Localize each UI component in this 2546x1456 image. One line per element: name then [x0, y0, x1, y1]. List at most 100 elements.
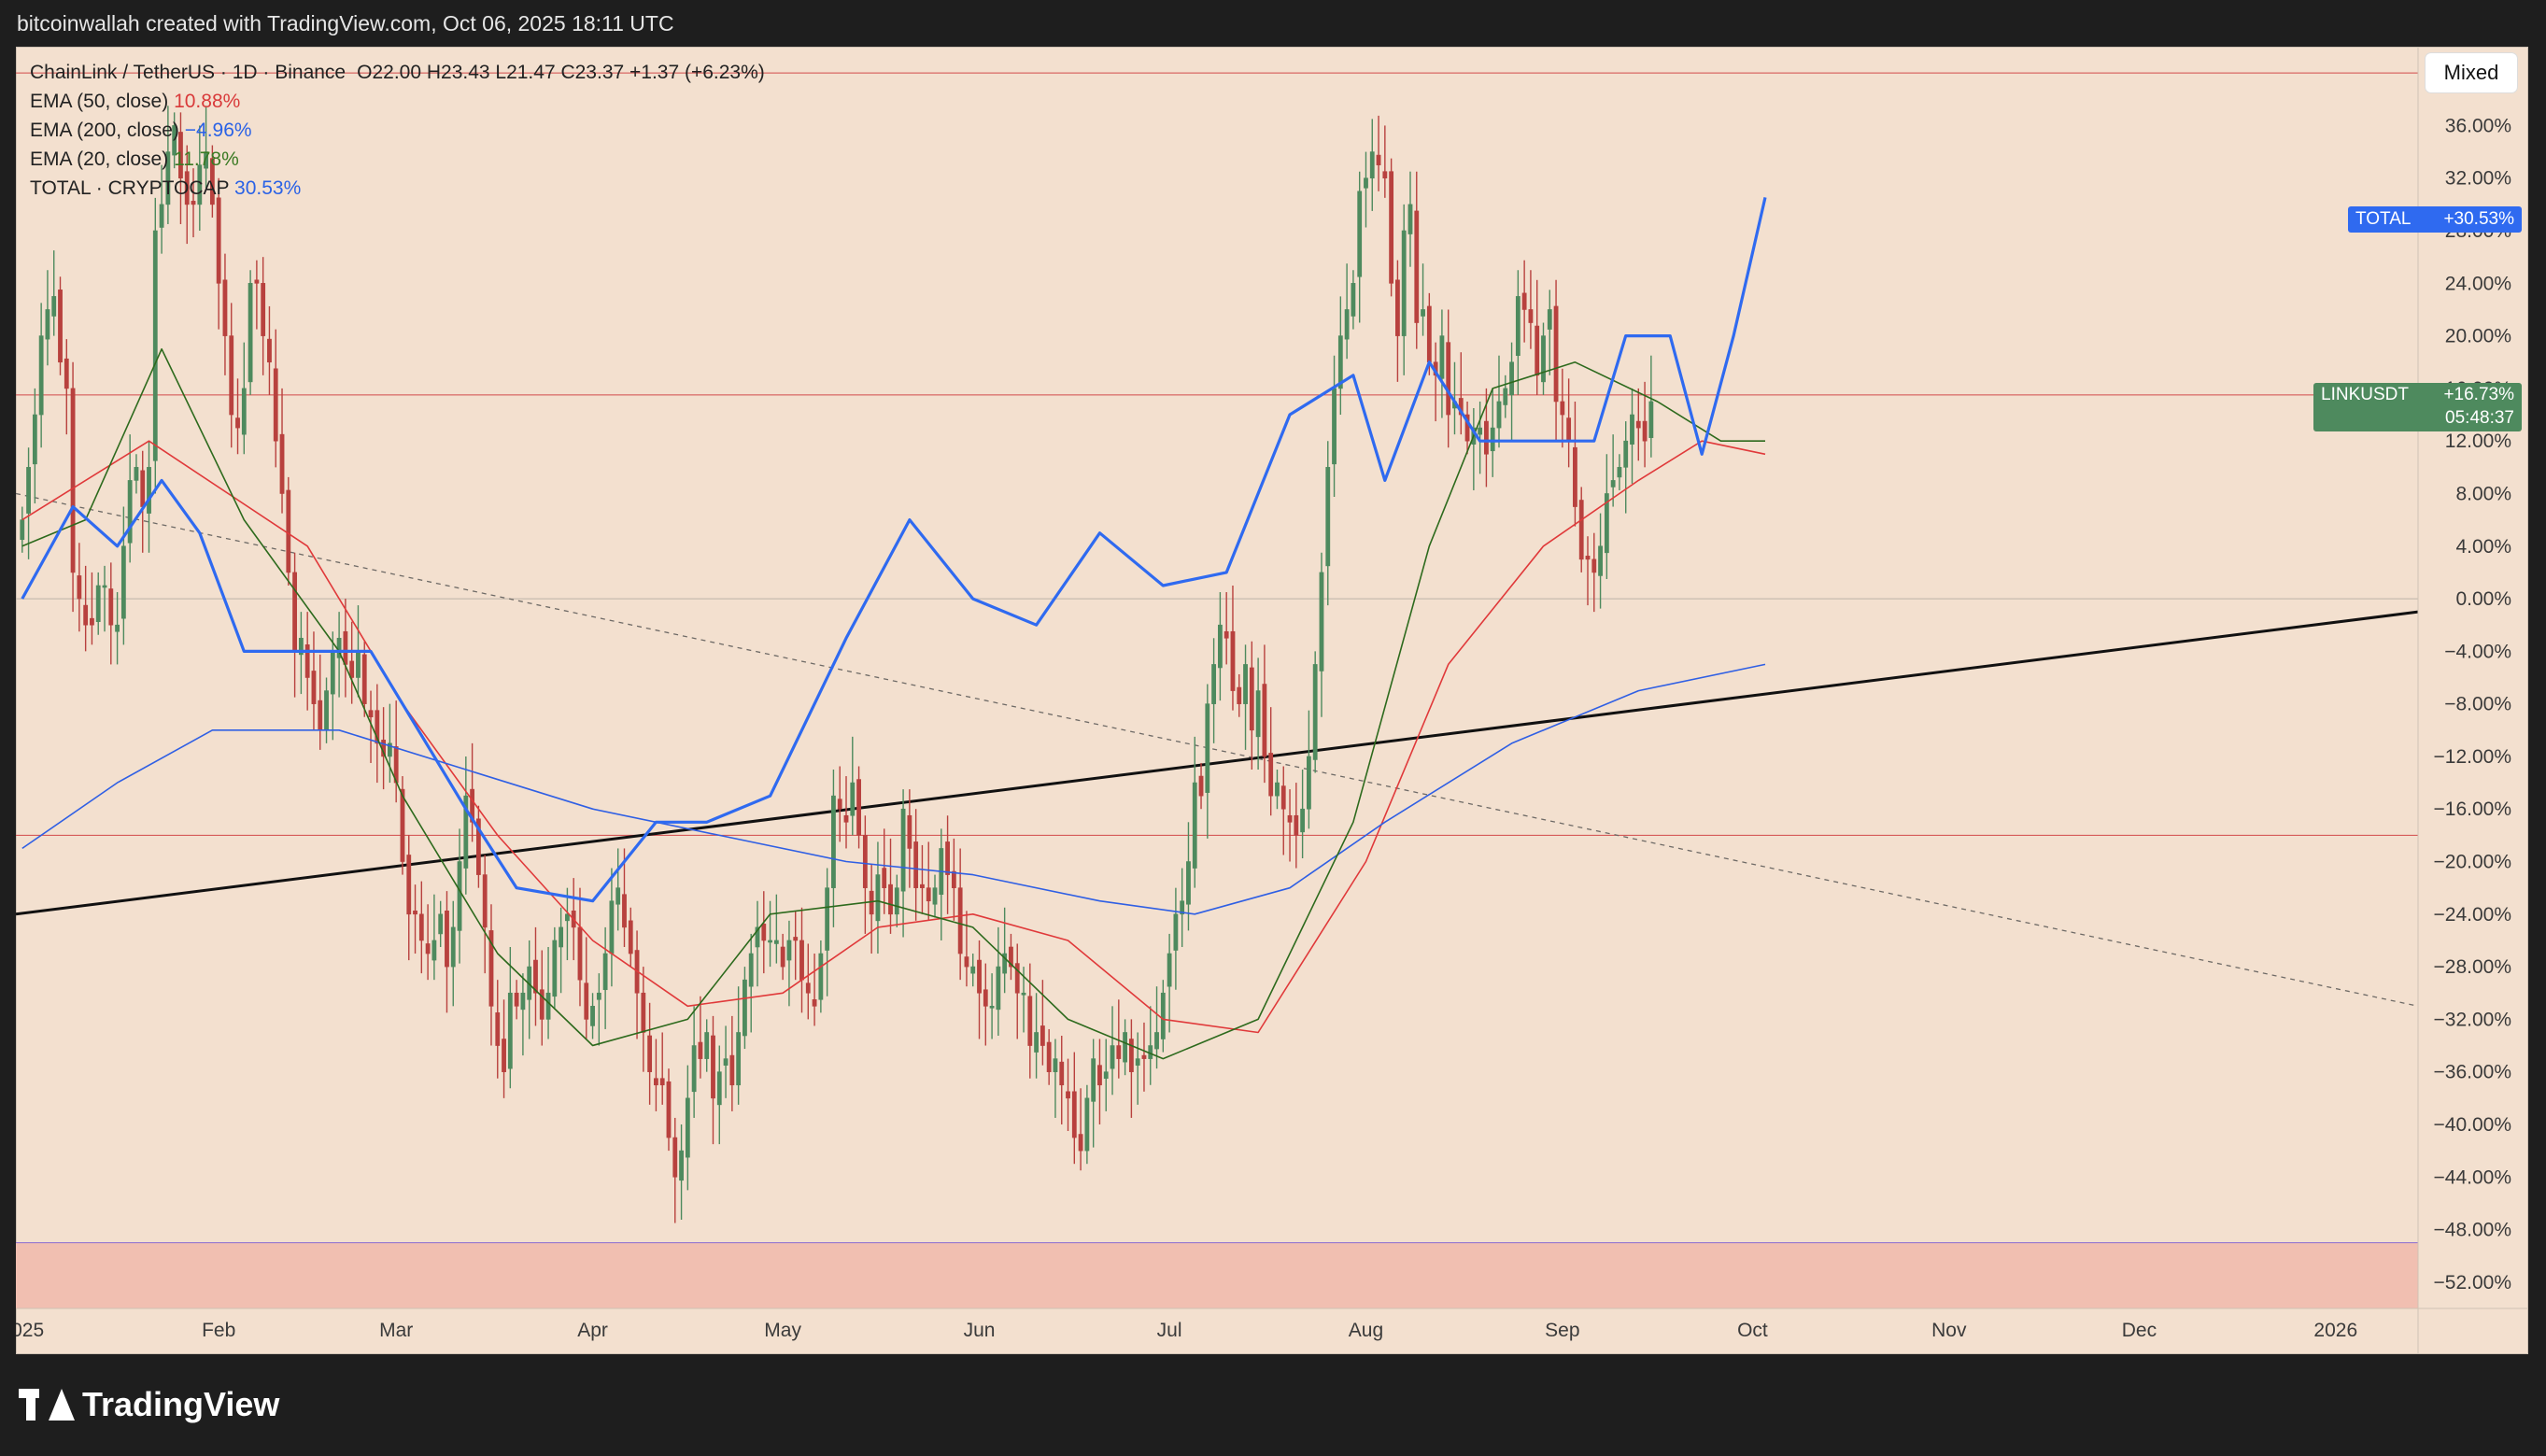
chart-pane[interactable]: [16, 47, 2528, 1354]
candle-body: [964, 956, 969, 968]
y-tick-label: 0.00%: [2455, 588, 2511, 610]
candle-body: [768, 940, 772, 943]
candle-body: [1357, 191, 1363, 277]
candle-body: [482, 874, 488, 928]
x-tick-label: Mar: [379, 1320, 413, 1341]
candle-body: [1389, 171, 1394, 284]
candle-body: [1237, 686, 1242, 704]
candle-body: [1547, 309, 1552, 330]
candle-body: [1578, 500, 1584, 560]
y-tick-label: 8.00%: [2455, 483, 2511, 504]
brand-label: TradingView: [82, 1385, 280, 1423]
candle-body: [743, 979, 747, 1037]
y-tick-label: −20.00%: [2434, 852, 2512, 873]
legend-total-row[interactable]: TOTAL · CRYPTOCAP 30.53%: [30, 174, 765, 203]
candle-body: [1097, 1065, 1102, 1086]
candle-body: [418, 913, 424, 941]
candle-body: [1217, 624, 1223, 669]
legend-ema50-value: 10.88%: [174, 91, 241, 112]
candle-body: [134, 467, 139, 481]
legend-ema200-row[interactable]: EMA (200, close) −4.96%: [30, 116, 765, 145]
candle-body: [343, 630, 348, 665]
x-tick-label: Aug: [1349, 1320, 1383, 1341]
candle-body: [400, 788, 405, 862]
candle-body: [475, 818, 481, 875]
candle-body: [1490, 427, 1495, 452]
candle-body: [267, 338, 272, 363]
candle-body: [920, 883, 925, 888]
candle-body: [286, 489, 291, 573]
candle-body: [736, 1032, 742, 1086]
candle-body: [1648, 401, 1654, 438]
candle-body: [1598, 545, 1603, 576]
legend-total-label: TOTAL · CRYPTOCAP: [30, 177, 230, 199]
candle-body: [882, 868, 887, 888]
candle-body: [261, 283, 266, 336]
candle-body: [850, 782, 856, 816]
candle-body: [1382, 171, 1388, 179]
candle-body: [1021, 992, 1026, 996]
legend-ema20-row[interactable]: EMA (20, close) 11.78%: [30, 145, 765, 174]
candle-body: [932, 887, 938, 905]
candle-body: [622, 894, 627, 928]
candle-body: [1421, 309, 1425, 317]
candle-body: [818, 953, 824, 1000]
candle-body: [1249, 667, 1254, 731]
legend-symbol: ChainLink / TetherUS · 1D · Binance: [30, 62, 347, 83]
candle-body: [1084, 1097, 1090, 1152]
candle-body: [1337, 335, 1343, 389]
candle-body: [127, 480, 133, 544]
y-tick-label: −48.00%: [2434, 1220, 2512, 1241]
candle-body: [609, 900, 615, 954]
link-tag-name: LINKUSDT: [2321, 385, 2409, 404]
candle-body: [1528, 309, 1534, 323]
candle-body: [1515, 296, 1521, 357]
y-tick-label: −8.00%: [2444, 694, 2511, 715]
candle-body: [235, 417, 240, 429]
candle-body: [298, 637, 304, 656]
candle-body: [1186, 861, 1191, 905]
attribution-bar: bitcoinwallah created with TradingView.c…: [0, 0, 2546, 47]
candle-body: [95, 585, 101, 622]
candle-body: [875, 874, 881, 922]
tradingview-logo-icon: [19, 1389, 75, 1421]
candle-body: [831, 795, 836, 888]
candle-body: [970, 966, 976, 974]
candle-body: [1180, 900, 1185, 915]
candle-body: [1566, 417, 1572, 442]
candle-body: [209, 158, 215, 205]
candle-body: [1617, 467, 1622, 478]
chart-svg[interactable]: 40.00%36.00%32.00%28.00%24.00%20.00%16.0…: [16, 47, 2528, 1354]
candle-body: [1642, 420, 1648, 442]
candle-body: [900, 808, 906, 892]
candle-body: [1123, 1032, 1128, 1063]
candle-body: [1014, 963, 1020, 994]
legend-ema50-row[interactable]: EMA (50, close) 10.88%: [30, 87, 765, 116]
candle-body: [825, 887, 830, 951]
scale-mode-button[interactable]: Mixed: [2426, 53, 2517, 92]
candle-body: [1446, 342, 1451, 416]
candle-body: [913, 841, 919, 888]
tradingview-brand[interactable]: TradingView: [19, 1385, 279, 1424]
candle-body: [115, 624, 120, 632]
candle-body: [1541, 335, 1546, 383]
candle-body: [1223, 630, 1229, 639]
candle-body: [64, 358, 69, 389]
candle-body: [552, 940, 558, 997]
x-tick-label: Nov: [1931, 1320, 1967, 1341]
y-tick-label: −52.00%: [2434, 1272, 2512, 1293]
candle-body: [1053, 1058, 1058, 1072]
candle-body: [577, 926, 583, 981]
candle-body: [945, 841, 950, 875]
candle-body: [1173, 913, 1179, 951]
candle-body: [1059, 1061, 1065, 1086]
candle-body: [533, 959, 538, 994]
candle-body: [590, 1006, 595, 1026]
candle-body: [502, 1039, 506, 1072]
candle-body: [1376, 154, 1381, 165]
candle-body: [375, 710, 380, 744]
candle-body: [330, 651, 335, 695]
candle-body: [1287, 814, 1293, 823]
footer: [0, 1354, 2546, 1456]
candle-body: [152, 230, 158, 461]
